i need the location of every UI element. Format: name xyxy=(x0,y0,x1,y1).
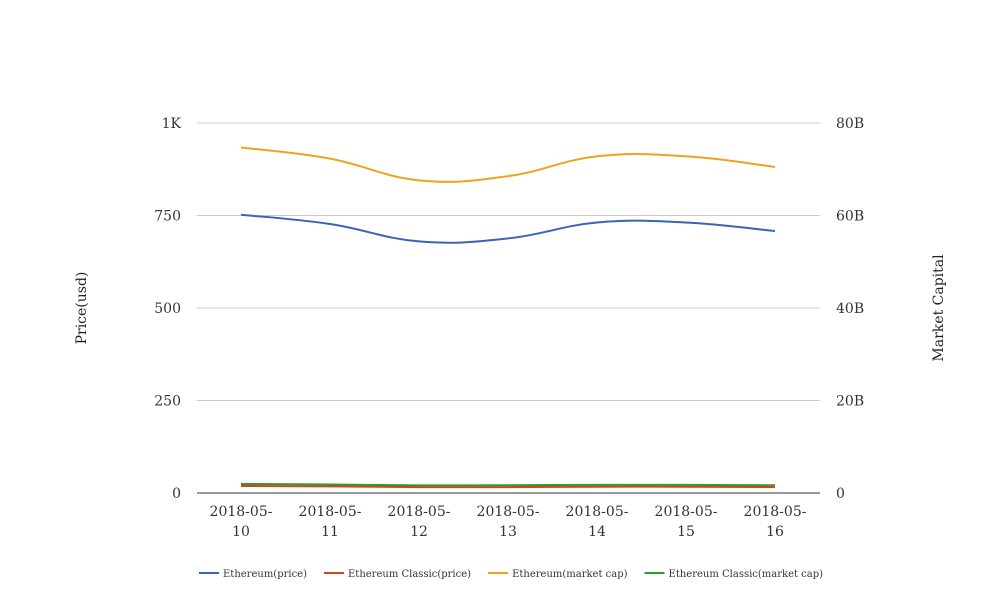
x-tick-label: 2018-05-15 xyxy=(655,504,718,540)
y-tick-label: 1K xyxy=(162,116,182,132)
y2-axis-title: Market Capital xyxy=(931,254,947,362)
series-lines xyxy=(240,146,776,489)
x-tick-label: 2018-05-12 xyxy=(388,504,451,540)
legend-label: Ethereum Classic(market cap) xyxy=(669,569,824,580)
legend: Ethereum(price) Ethereum Classic(price) Et… xyxy=(199,569,823,580)
y2-tick-label: 20B xyxy=(836,394,864,410)
y2-tick-label: 0 xyxy=(836,486,845,502)
legend-item: Ethereum Classic(market cap) xyxy=(644,569,824,580)
series-line-3 xyxy=(240,482,776,487)
y-axis-title: Price(usd) xyxy=(74,272,90,345)
y-tick-label: 500 xyxy=(154,301,181,317)
series-line-2 xyxy=(240,146,776,183)
y2-tick-label: 40B xyxy=(836,301,864,317)
legend-item: Ethereum Classic(price) xyxy=(324,569,471,580)
legend-label: Ethereum Classic(price) xyxy=(348,569,471,580)
y-tick-label: 0 xyxy=(172,486,181,502)
series-line-1 xyxy=(240,484,776,489)
legend-label: Ethereum(market cap) xyxy=(512,569,628,580)
grid-lines xyxy=(197,122,820,494)
y2-tick-label: 80B xyxy=(836,116,864,132)
legend-label: Ethereum(price) xyxy=(223,569,307,580)
legend-item: Ethereum(price) xyxy=(199,569,307,580)
x-tick-label: 2018-05-10 xyxy=(210,504,273,540)
y-tick-label: 750 xyxy=(154,209,181,225)
x-tick-label: 2018-05-14 xyxy=(566,504,629,540)
legend-item: Ethereum(market cap) xyxy=(488,569,628,580)
x-tick-label: 2018-05-11 xyxy=(299,504,362,540)
series-line-0 xyxy=(240,213,776,244)
y2-tick-label: 60B xyxy=(836,209,864,225)
x-tick-label: 2018-05-13 xyxy=(477,504,540,540)
tick-labels: 0 250 500 750 1K 0 20B 40B 60B 80B 2018-05-10 2018-… xyxy=(154,116,864,540)
x-tick-label: 2018-05-16 xyxy=(744,504,807,540)
y-tick-label: 250 xyxy=(154,394,181,410)
